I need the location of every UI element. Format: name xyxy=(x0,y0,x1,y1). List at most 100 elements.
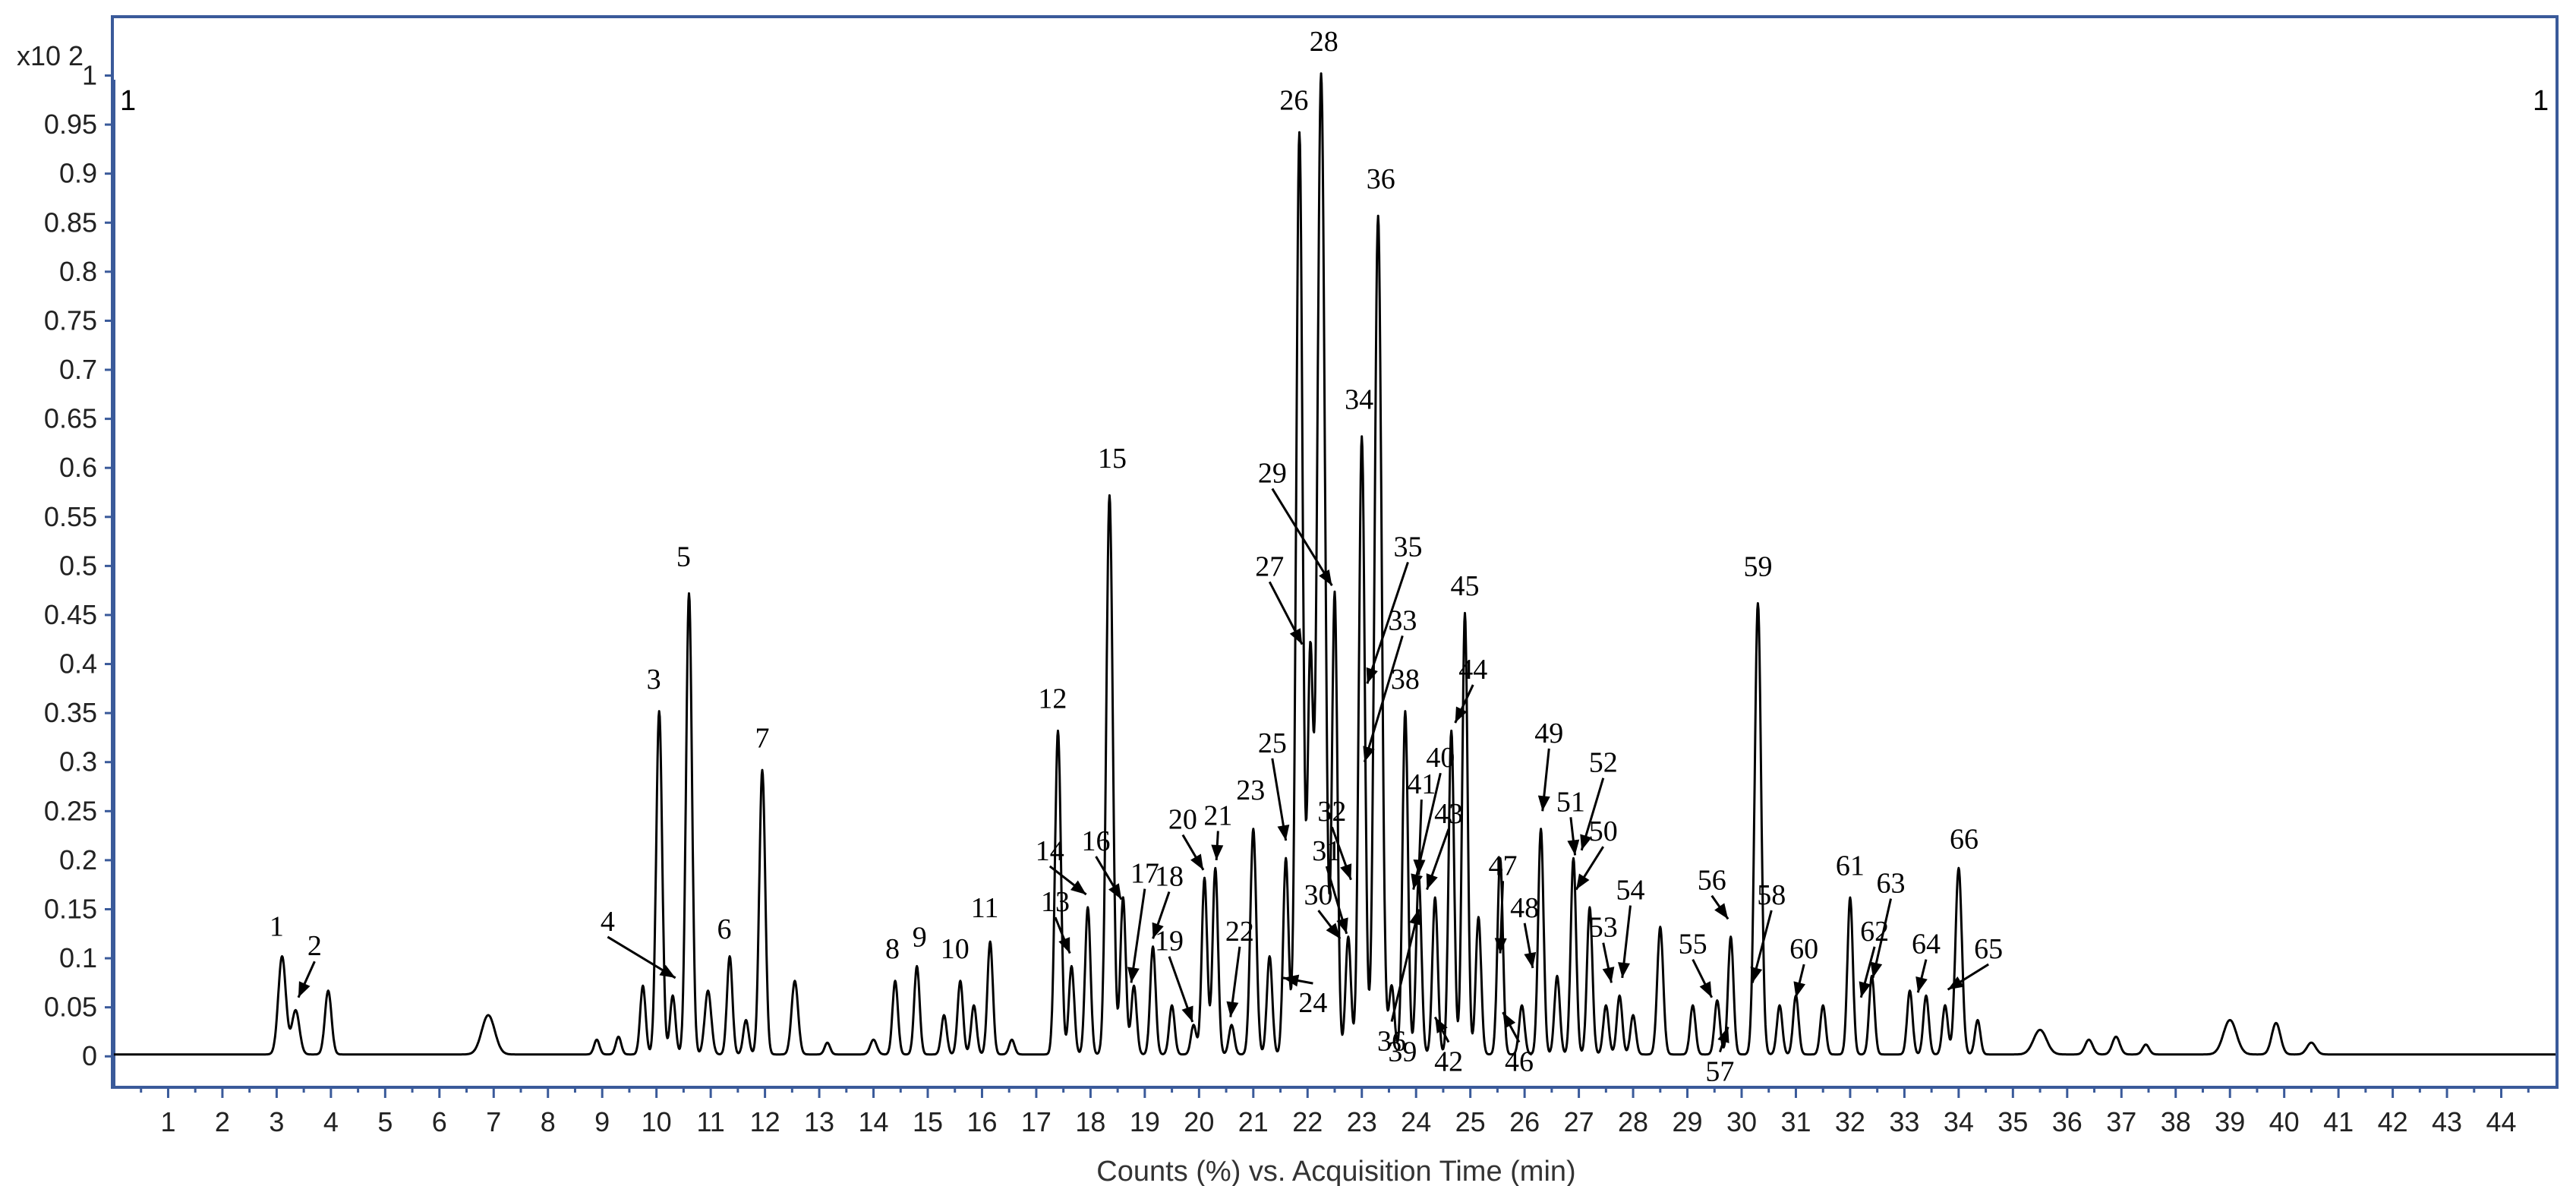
peak-label: 6 xyxy=(717,913,732,945)
peak-label: 10 xyxy=(941,933,970,965)
y-tick-label: 0.7 xyxy=(59,354,97,385)
peak-label: 14 xyxy=(1036,835,1064,867)
x-tick-label: 34 xyxy=(1944,1106,1974,1137)
annotation-arrowhead xyxy=(1108,883,1122,900)
annotation-arrowhead xyxy=(1411,873,1423,890)
annotation-arrowhead xyxy=(1326,923,1341,939)
annotation-arrowhead xyxy=(1409,909,1421,926)
annotation-arrowhead xyxy=(659,964,676,978)
annotation-arrowhead xyxy=(1127,967,1140,983)
y-tick-label: 0.4 xyxy=(59,648,97,680)
peak-label: 48 xyxy=(1510,892,1539,924)
annotation-arrowhead xyxy=(1363,746,1375,762)
peak-label: 18 xyxy=(1155,860,1184,892)
annotation-arrowhead xyxy=(1859,981,1871,998)
peak-label: 54 xyxy=(1616,875,1644,907)
peak-label: 35 xyxy=(1393,531,1422,563)
peak-label: 41 xyxy=(1407,768,1436,800)
annotation-arrowhead xyxy=(1947,976,1964,990)
x-axis-ticks: 1 2 3 4 5 6 7 8 9 10 11 12 13 14 15 16 17 18 19 20 21 22 23 24 2… xyxy=(140,1086,2530,1137)
x-tick-label: 4 xyxy=(323,1106,339,1137)
peak-label: 29 xyxy=(1258,458,1287,490)
peak-label: 15 xyxy=(1098,443,1127,475)
annotation-arrowhead xyxy=(1537,795,1550,812)
x-tick-label: 38 xyxy=(2161,1106,2191,1137)
annotation-arrowhead xyxy=(1336,917,1348,934)
annotation-arrowhead xyxy=(1717,1027,1729,1043)
peak-label: 49 xyxy=(1534,718,1563,749)
annotation-arrowhead xyxy=(1340,863,1352,880)
annotation-arrowhead xyxy=(1181,1005,1193,1023)
annotation-arrowhead xyxy=(1567,839,1580,856)
y-tick-label: 0.85 xyxy=(44,207,97,238)
peak-label: 50 xyxy=(1589,815,1618,847)
x-tick-label: 6 xyxy=(432,1106,447,1137)
y-tick-label: 0 xyxy=(82,1040,97,1071)
peak-label: 7 xyxy=(755,722,770,754)
y-tick-label: 0.35 xyxy=(44,697,97,728)
peak-label: 63 xyxy=(1877,868,1906,900)
x-tick-label: 28 xyxy=(1618,1106,1648,1137)
x-tick-label: 10 xyxy=(642,1106,672,1137)
peak-label: 66 xyxy=(1950,823,1979,855)
chromatogram-trace xyxy=(113,72,2556,1056)
x-tick-label: 3 xyxy=(269,1106,284,1137)
peak-label: 13 xyxy=(1041,886,1070,918)
annotation-arrow xyxy=(1271,487,1333,586)
peak-label: 22 xyxy=(1225,916,1254,948)
peak-label: 16 xyxy=(1082,825,1111,857)
y-tick-label: 0.25 xyxy=(44,795,97,826)
annotation-arrowhead xyxy=(1277,825,1290,841)
peak-label: 39 xyxy=(1388,1036,1417,1068)
y-tick-label: 0.5 xyxy=(59,550,97,581)
x-tick-label: 31 xyxy=(1780,1106,1811,1137)
peak-label: 9 xyxy=(913,922,927,954)
peak-label: 11 xyxy=(971,892,999,924)
x-tick-label: 27 xyxy=(1564,1106,1594,1137)
peak-label: 38 xyxy=(1391,664,1420,696)
y-axis-ticks: 0 0.05 0.1 0.15 0.2 0.25 0.3 0.35 0.4 0.45 0.5 0.55… xyxy=(44,60,114,1071)
annotation-arrowhead xyxy=(1494,938,1507,954)
annotation-arrowhead xyxy=(1455,706,1468,724)
annotation-arrowhead xyxy=(1502,1012,1516,1029)
x-tick-label: 20 xyxy=(1184,1106,1214,1137)
corner-marker-right: 1 xyxy=(2533,85,2549,117)
peak-label: 30 xyxy=(1304,879,1333,911)
peak-label: 55 xyxy=(1679,929,1707,960)
x-tick-label: 42 xyxy=(2378,1106,2408,1137)
x-tick-label: 14 xyxy=(859,1106,889,1137)
x-tick-label: 9 xyxy=(594,1106,610,1137)
annotation-arrow xyxy=(1130,888,1146,983)
annotation-arrowhead xyxy=(298,981,311,998)
peak-label: 46 xyxy=(1505,1046,1534,1078)
x-tick-label: 16 xyxy=(966,1106,997,1137)
x-tick-label: 15 xyxy=(913,1106,943,1137)
y-tick-label: 0.15 xyxy=(44,893,97,924)
peak-label: 47 xyxy=(1489,850,1518,882)
peak-label: 32 xyxy=(1317,796,1346,828)
x-tick-label: 2 xyxy=(215,1106,230,1137)
annotation-arrowhead xyxy=(1152,922,1164,939)
x-tick-label: 19 xyxy=(1130,1106,1160,1137)
x-tick-label: 1 xyxy=(160,1106,175,1137)
annotation-arrowhead xyxy=(1576,873,1590,890)
annotation-arrowhead xyxy=(1580,834,1592,850)
peak-label: 56 xyxy=(1698,865,1726,897)
corner-marker-left: 1 xyxy=(120,85,136,117)
peak-label: 34 xyxy=(1345,384,1373,416)
peak-label: 59 xyxy=(1743,550,1772,582)
annotation-arrow xyxy=(1390,909,1420,1022)
x-tick-label: 11 xyxy=(696,1106,724,1137)
annotation-arrowhead xyxy=(1618,962,1630,978)
peak-label: 40 xyxy=(1426,742,1455,774)
annotation-arrow xyxy=(1363,635,1404,763)
annotation-arrowhead xyxy=(1319,569,1332,586)
peak-label: 45 xyxy=(1451,570,1480,602)
x-tick-label: 12 xyxy=(750,1106,780,1137)
peak-label: 25 xyxy=(1258,727,1287,759)
x-tick-label: 39 xyxy=(2215,1106,2245,1137)
annotation-arrowhead xyxy=(1524,951,1537,968)
peak-label: 51 xyxy=(1556,786,1585,818)
annotation-arrowhead xyxy=(1413,860,1426,875)
